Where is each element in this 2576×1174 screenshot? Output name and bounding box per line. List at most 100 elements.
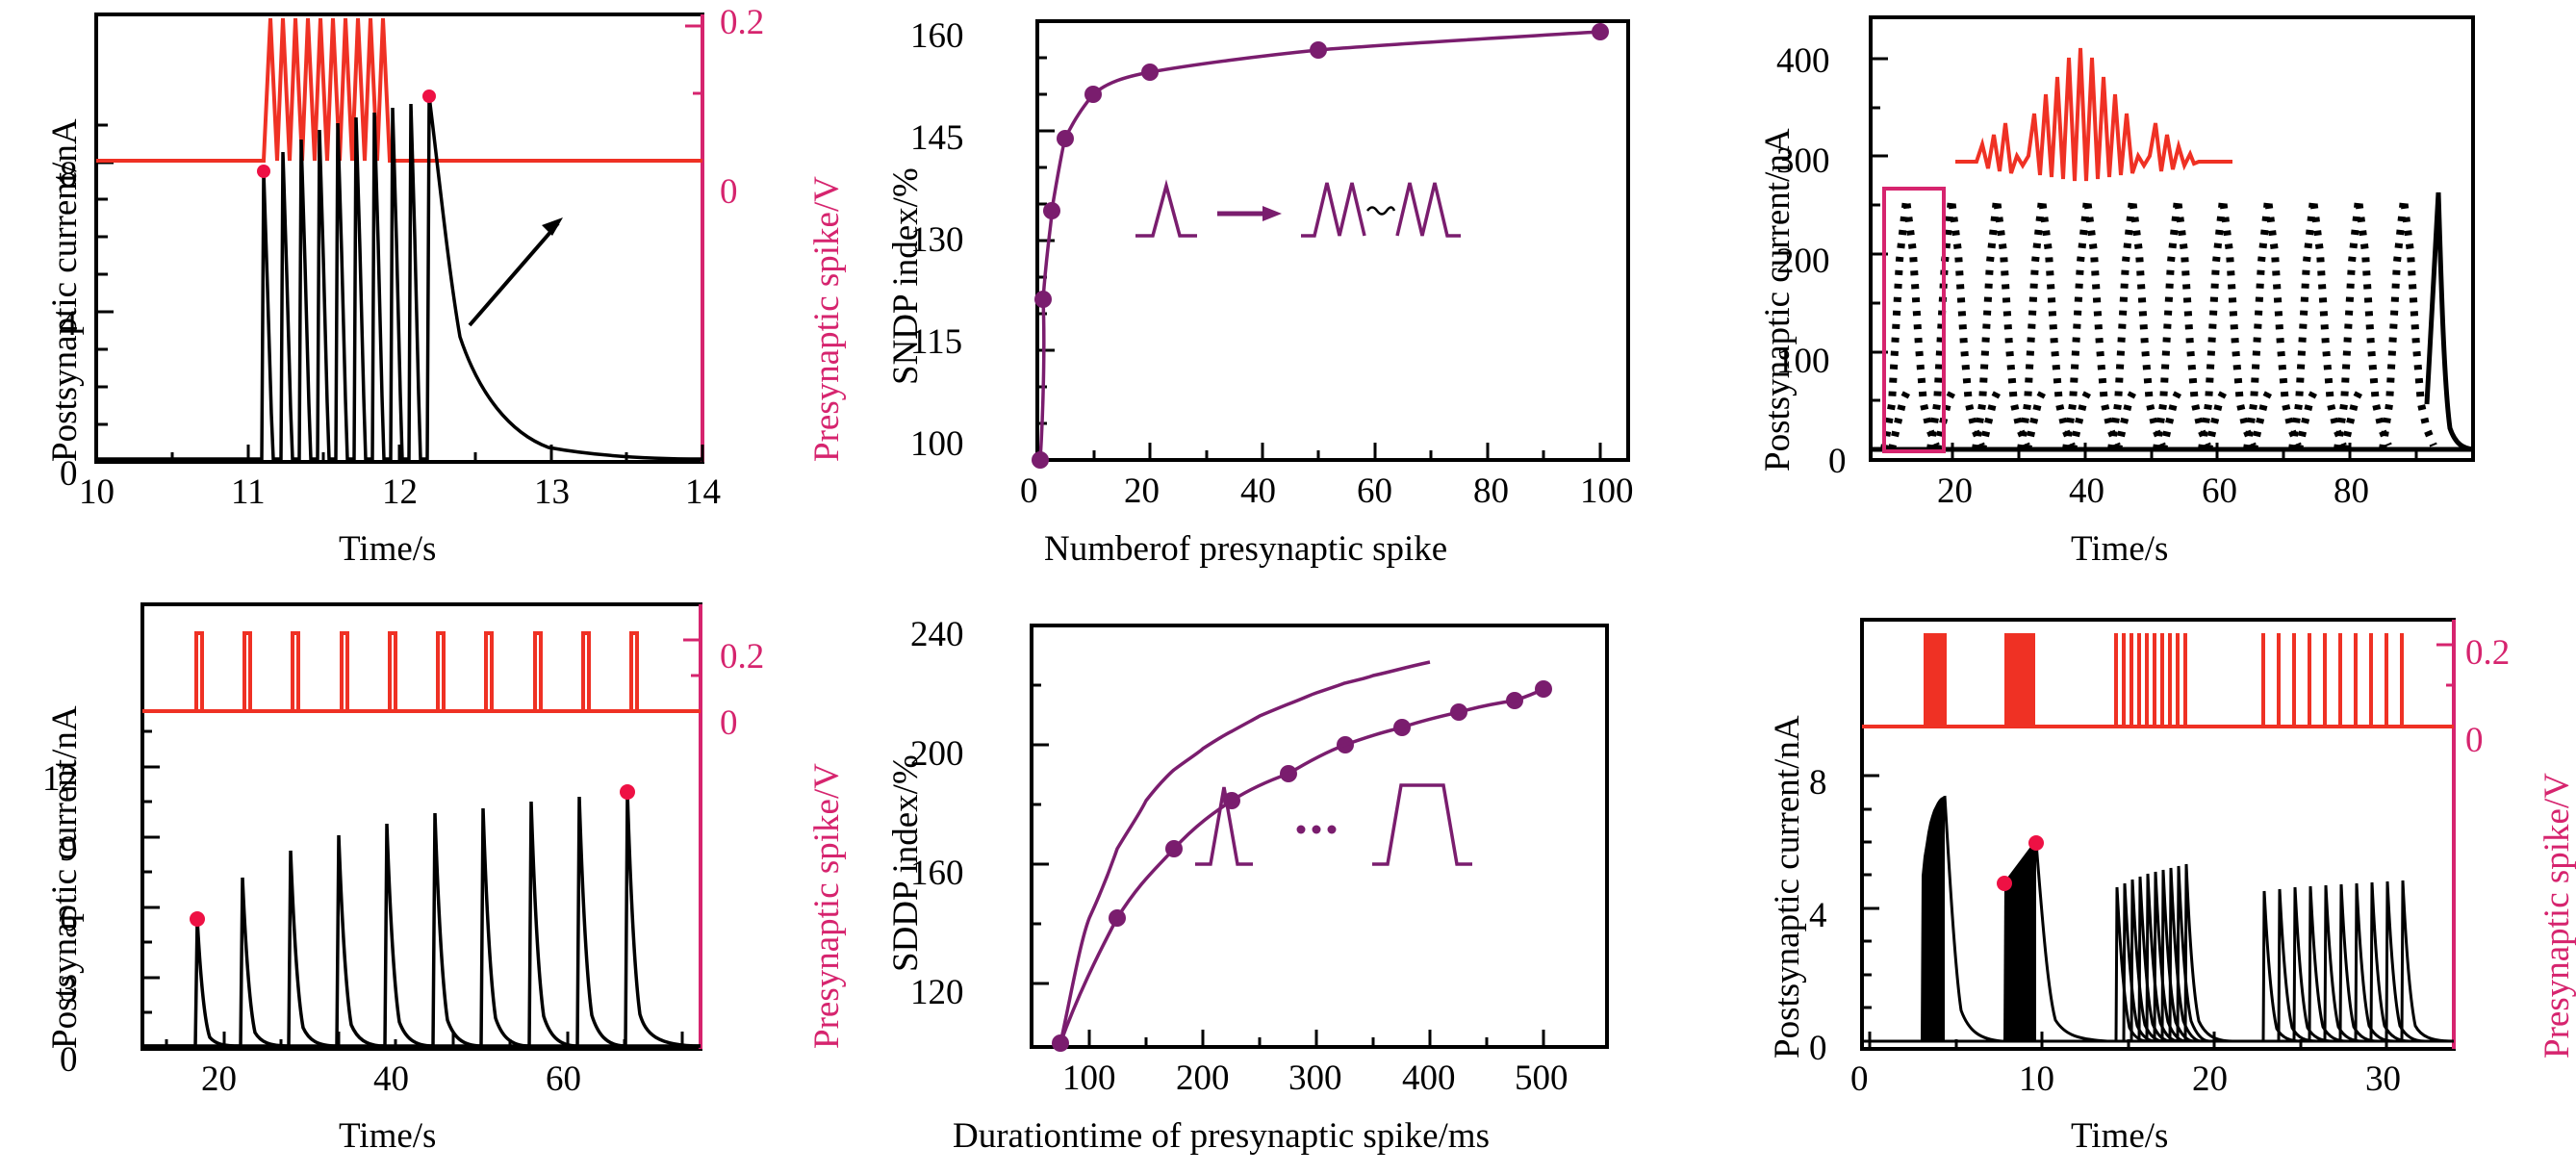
panel-f-ytick-right-02: 0.2 [2465, 633, 2511, 673]
panel-b-ytick-160: 160 [910, 16, 964, 56]
panel-f-postsynaptic-trace [1862, 795, 2455, 1043]
panel-f-presynaptic-trace [1862, 633, 2454, 728]
panel-b-plot [1032, 19, 1630, 469]
panel-a-xtick-13: 13 [534, 472, 570, 512]
panel-b-xtick-20: 20 [1124, 472, 1160, 511]
panel-e-xtick-100: 100 [1062, 1059, 1116, 1098]
panel-d-xtick-40: 40 [373, 1059, 409, 1099]
panel-c-final-decay [2424, 191, 2474, 452]
panel-d-ytick-12: 12 [42, 759, 78, 799]
panel-d-ytick-6: 6 [60, 900, 78, 939]
panel-f-ytick-4: 4 [1809, 896, 1827, 935]
panel-c-plot [1869, 15, 2475, 462]
panel-d-ytick-0: 0 [60, 1040, 78, 1080]
panel-c-highlight-box [1882, 187, 1946, 453]
panel-f-ytick-right-0: 0 [2465, 721, 2484, 760]
panel-b-point [1043, 202, 1060, 219]
panel-e-inset-pulse-narrow [1195, 786, 1253, 866]
panel-a-xtick-12: 12 [382, 472, 418, 512]
panel-d-ytick-right-02: 0.2 [720, 637, 765, 676]
panel-e-ytick-160: 160 [910, 854, 964, 893]
panel-e-xtick-200: 200 [1176, 1059, 1230, 1098]
panel-f-xtick-30: 30 [2365, 1059, 2401, 1099]
panel-c-xtick-20: 20 [1937, 472, 1973, 511]
panel-b-point [1141, 64, 1159, 81]
panel-a-ytick-4: 4 [60, 304, 78, 344]
panel-e-xtick-400: 400 [1402, 1059, 1456, 1098]
panel-a-xtick-14: 14 [685, 472, 721, 512]
panel-b-point [1057, 130, 1074, 147]
panel-b-inset-squiggle-icon [1365, 206, 1396, 216]
panel-e-curve-upper [1058, 687, 1544, 1044]
panel-c-ytick-0: 0 [1828, 442, 1847, 481]
panel-e: SDDP index/% Durationtime of presynaptic… [847, 587, 1713, 1174]
panel-a-presynaptic-trace [96, 17, 702, 163]
panel-a-xtick-10: 10 [79, 472, 115, 512]
panel-f: Postsynaptic current/nA Presynaptic spik… [1713, 587, 2576, 1174]
panel-b: SNDP index/% Numberof presynaptic spike … [847, 0, 1713, 587]
panel-d-xtick-60: 60 [546, 1059, 581, 1099]
panel-e-ytick-240: 240 [910, 615, 964, 654]
panel-a-marker-a1 [257, 165, 270, 178]
panel-b-xlabel: Numberof presynaptic spike [1044, 529, 1448, 569]
panel-e-xtick-300: 300 [1288, 1059, 1342, 1098]
panel-b-inset-arrow [1217, 206, 1282, 221]
panel-b-point [1592, 23, 1609, 40]
panel-d-plot [140, 602, 702, 1051]
panel-b-xtick-80: 80 [1473, 472, 1509, 511]
panel-d-xtick-20: 20 [201, 1059, 237, 1099]
panel-e-plot [1030, 624, 1609, 1052]
panel-a-plot [94, 13, 704, 464]
panel-d-xlabel: Time/s [339, 1116, 437, 1156]
panel-a-xtick-11: 11 [231, 472, 266, 512]
panel-c-ytick-200: 200 [1776, 242, 1830, 281]
panel-a-ytick-right-0: 0 [720, 172, 738, 212]
panel-f-xtick-20: 20 [2192, 1059, 2228, 1099]
panel-f-plot [1860, 618, 2456, 1051]
panel-f-marker-a10 [2028, 835, 2044, 851]
panel-c-xtick-60: 60 [2202, 472, 2237, 511]
panel-e-curve [1058, 660, 1431, 1044]
panel-c-xlabel: Time/s [2071, 529, 2169, 569]
panel-d-ytick-9: 9 [60, 829, 78, 869]
panel-f-xtick-0: 0 [1850, 1059, 1869, 1099]
panel-d-ytick-3: 3 [60, 970, 78, 1009]
panel-b-ytick-130: 130 [910, 220, 964, 260]
panel-d-postsynaptic-trace [142, 791, 701, 1048]
panel-a: Postsynaptic current/nA Presynaptic spik… [0, 0, 847, 587]
panel-d-presynaptic-trace [142, 631, 701, 713]
panel-c-ytick-100: 100 [1776, 342, 1830, 381]
panel-b-xtick-0: 0 [1020, 472, 1038, 511]
panel-c-inset-waveform [1955, 47, 2232, 182]
panel-e-xlabel: Durationtime of presynaptic spike/ms [953, 1116, 1490, 1156]
panel-a-marker-a10 [422, 89, 436, 103]
panel-d-marker-a1 [190, 911, 205, 927]
panel-c: Postsynaptic current/nA Time/s 0 100 200… [1713, 0, 2576, 587]
panel-a-ytick-8: 8 [60, 155, 78, 194]
panel-e-inset-pulse-wide [1372, 783, 1472, 866]
panel-f-xlabel: Time/s [2071, 1116, 2169, 1156]
panel-f-ytick-0: 0 [1809, 1029, 1827, 1068]
panel-b-xtick-60: 60 [1357, 472, 1392, 511]
panel-d-ytick-right-0: 0 [720, 703, 738, 743]
panel-e-ytick-120: 120 [910, 973, 964, 1012]
panel-c-ytick-400: 400 [1776, 41, 1830, 81]
panel-a-xlabel: Time/s [339, 529, 437, 569]
panel-e-xtick-500: 500 [1515, 1059, 1569, 1098]
panel-f-xtick-10: 10 [2019, 1059, 2054, 1099]
panel-b-point [1310, 41, 1327, 59]
panel-d: Postsynaptic current/nA Presynaptic spik… [0, 587, 847, 1174]
panel-a-ytick-right-02: 0.2 [720, 3, 765, 42]
panel-d-marker-a10 [620, 784, 635, 800]
panel-b-inset-spike-single [1135, 179, 1197, 238]
panel-b-inset-spike-train [1301, 182, 1366, 238]
panel-c-postsynaptic-trace [1880, 198, 2437, 450]
panel-c-xtick-80: 80 [2334, 472, 2369, 511]
panel-b-ytick-100: 100 [910, 424, 964, 464]
panel-b-point [1034, 291, 1052, 308]
panel-f-ytick-8: 8 [1809, 763, 1827, 803]
panel-b-point [1032, 451, 1049, 469]
panel-b-inset-spike-train [1395, 182, 1461, 238]
panel-b-xtick-40: 40 [1240, 472, 1276, 511]
